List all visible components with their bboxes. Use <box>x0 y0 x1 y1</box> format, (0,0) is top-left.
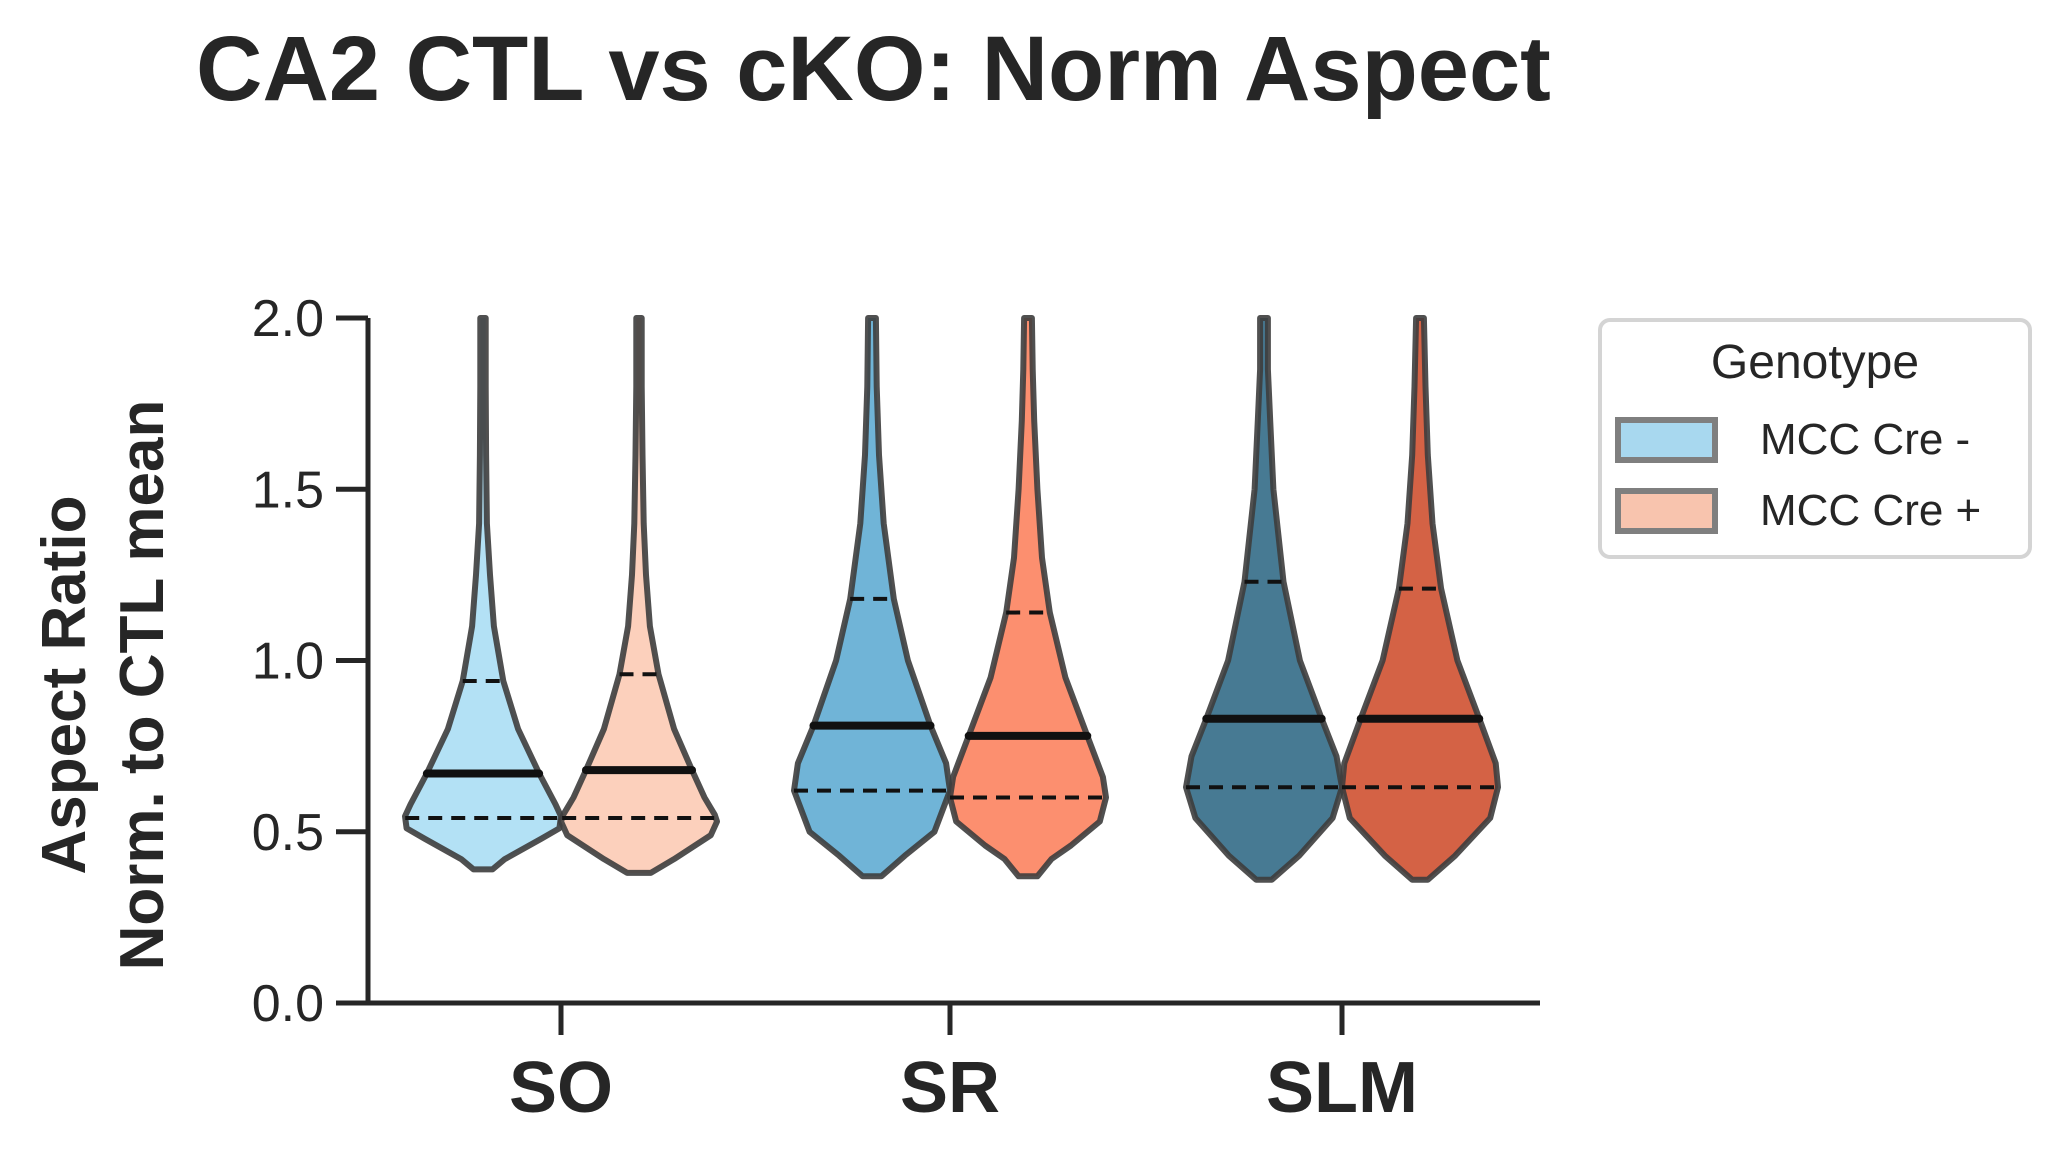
violin-body <box>402 315 564 873</box>
y-axis-label-line-2: Norm. to CTL mean <box>108 400 177 971</box>
y-tick-label: 2.0 <box>252 290 324 348</box>
plot-area: 0.0 0.5 1.0 1.5 2.0 SO SR SLM <box>252 290 1540 1128</box>
legend-swatch-mcc-cre-minus <box>1615 417 1718 463</box>
violin-body <box>1339 315 1501 883</box>
violin-body <box>1183 315 1345 883</box>
x-tick-label-slm: SLM <box>1266 1048 1418 1128</box>
violin-so-mcc-cre <box>558 315 720 876</box>
violin-slm-mcc-cre <box>1183 315 1345 883</box>
y-tick-label: 0.0 <box>252 975 324 1033</box>
legend-label-mcc-cre-minus: MCC Cre - <box>1760 415 1970 464</box>
violin-body <box>558 315 720 876</box>
y-tick-label: 1.0 <box>252 633 324 691</box>
legend: Genotype MCC Cre - MCC Cre + <box>1598 318 2032 559</box>
violin-body <box>947 315 1109 880</box>
violin-slm-mcc-cre <box>1339 315 1501 883</box>
y-axis-label-line-1: Aspect Ratio <box>30 496 99 875</box>
legend-label-mcc-cre-plus: MCC Cre + <box>1760 486 1981 535</box>
y-tick-label: 0.5 <box>252 804 324 862</box>
x-tick-label-so: SO <box>509 1048 613 1128</box>
y-tick-label: 1.5 <box>252 461 324 519</box>
y-axis-label: Aspect Ratio Norm. to CTL mean <box>30 400 177 971</box>
legend-title: Genotype <box>1711 336 1919 389</box>
violin-sr-mcc-cre <box>947 315 1109 880</box>
violin-so-mcc-cre <box>402 315 564 873</box>
chart-title: CA2 CTL vs cKO: Norm Aspect <box>196 18 1551 120</box>
violin-sr-mcc-cre <box>791 315 953 880</box>
legend-swatch-mcc-cre-plus <box>1615 488 1718 534</box>
x-tick-label-sr: SR <box>900 1048 1000 1128</box>
